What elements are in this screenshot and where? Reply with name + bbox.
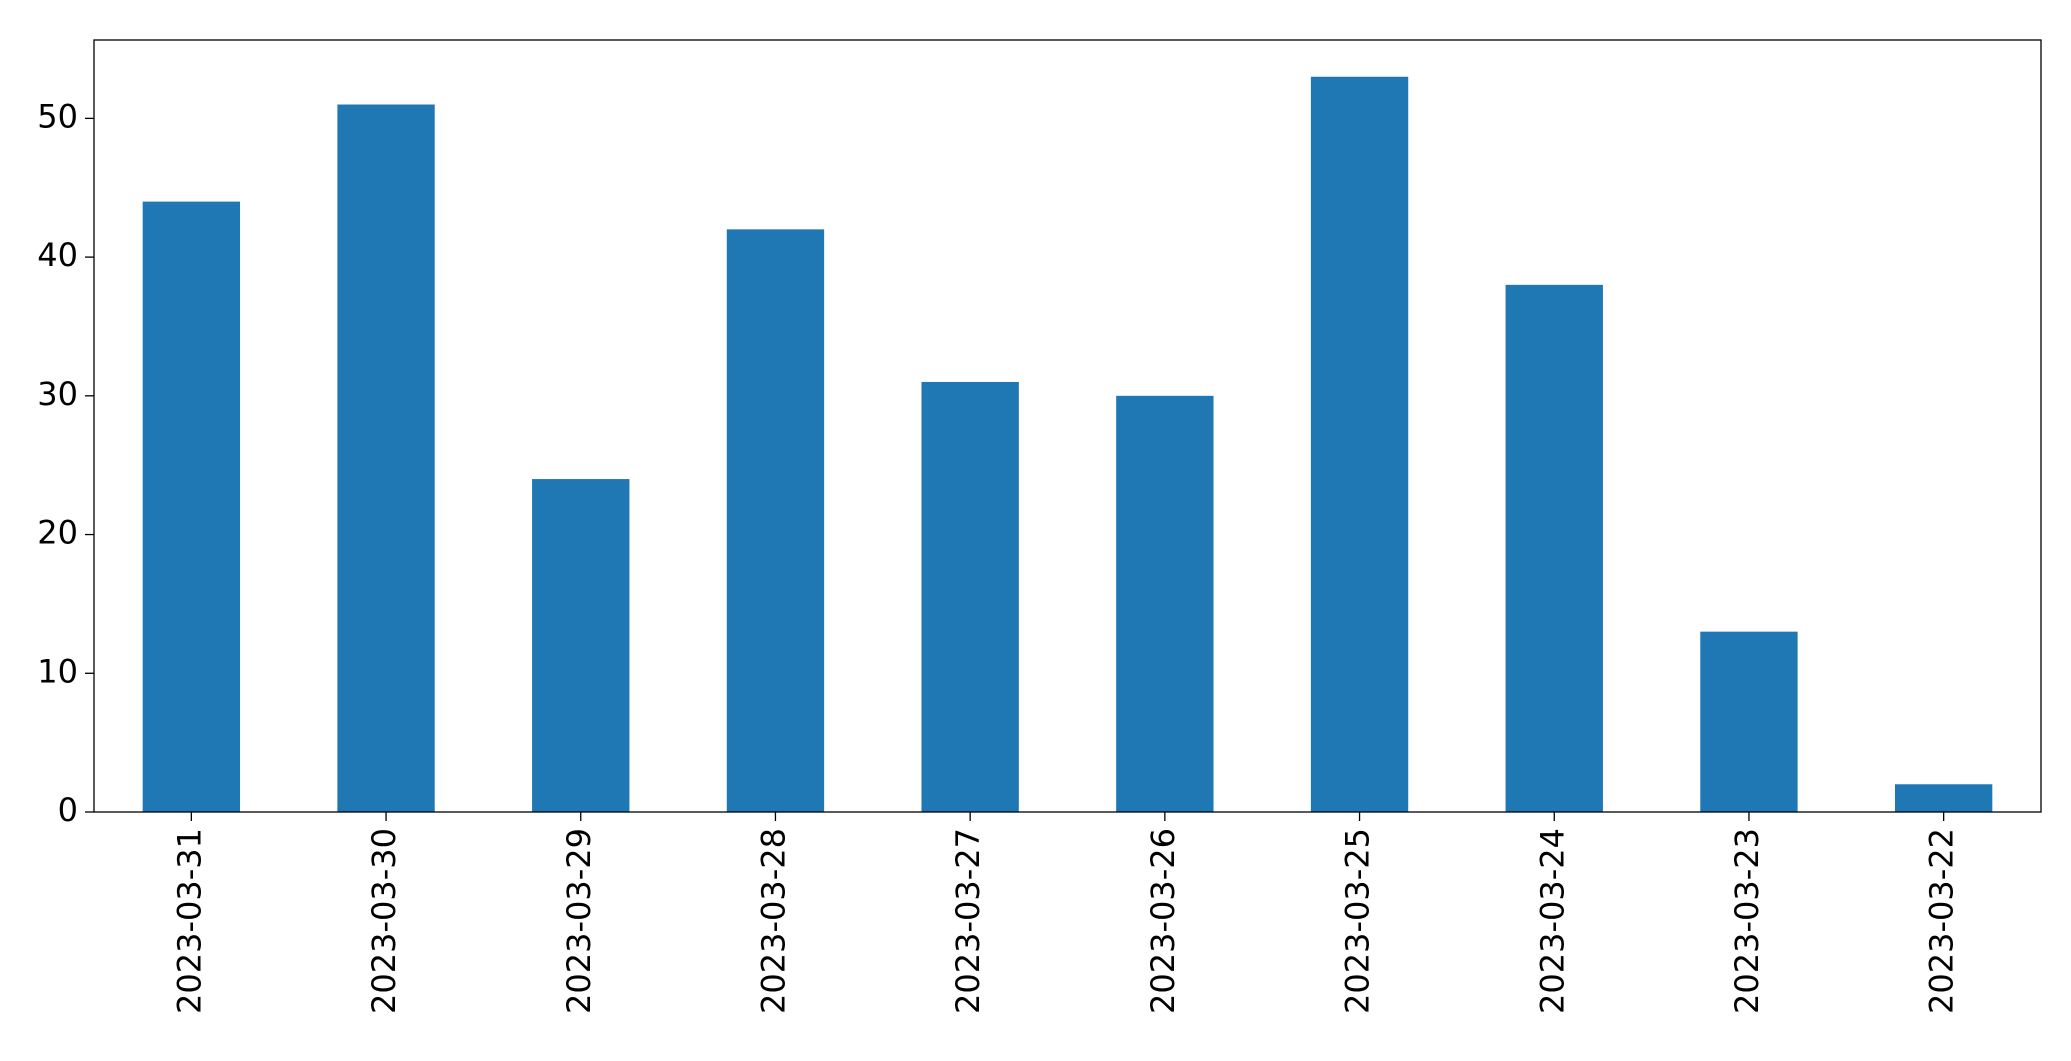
x-tick-label: 2023-03-24: [1533, 828, 1571, 1014]
x-tick-label: 2023-03-26: [1144, 828, 1182, 1014]
x-tick-label: 2023-03-22: [1923, 828, 1961, 1014]
y-tick-label: 20: [37, 514, 78, 552]
x-tick-label: 2023-03-25: [1339, 828, 1377, 1014]
x-tick-label: 2023-03-29: [560, 828, 598, 1014]
x-tick-label: 2023-03-28: [754, 828, 792, 1014]
bar: [1700, 631, 1798, 812]
y-tick-label: 0: [58, 791, 78, 829]
bar: [1310, 76, 1409, 812]
plot-frame: [93, 39, 2042, 813]
y-tick-label: 30: [37, 375, 78, 413]
bar: [337, 104, 435, 813]
bar: [532, 479, 630, 812]
x-tick-label: 2023-03-30: [365, 828, 403, 1014]
bar: [1116, 395, 1214, 812]
y-tick-label: 50: [37, 97, 78, 135]
x-tick-label: 2023-03-31: [170, 828, 208, 1014]
bar: [921, 381, 1019, 812]
y-tick-label: 40: [37, 236, 78, 274]
y-tick-label: 10: [37, 652, 78, 690]
bar: [1894, 784, 1993, 812]
bar: [726, 229, 825, 812]
bar: [142, 201, 241, 813]
x-tick-label: 2023-03-23: [1728, 828, 1766, 1014]
bar: [1505, 284, 1603, 812]
x-tick-label: 2023-03-27: [949, 828, 987, 1014]
